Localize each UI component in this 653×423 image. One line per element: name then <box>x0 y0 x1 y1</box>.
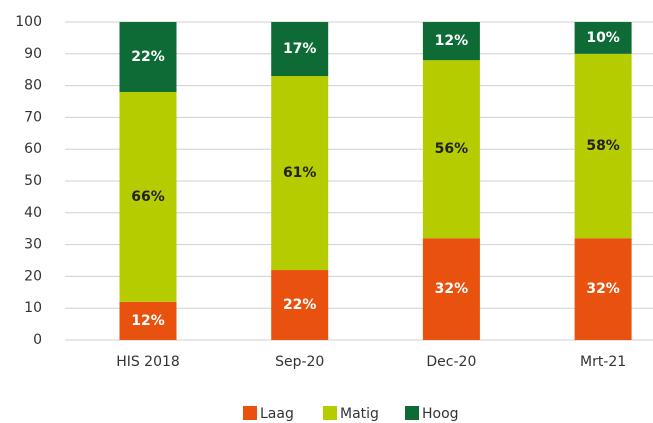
bar-segment <box>119 91 177 302</box>
data-label: 61% <box>283 165 317 181</box>
y-tick-label: 0 <box>33 332 42 348</box>
y-tick-label: 50 <box>24 173 42 189</box>
data-label: 10% <box>586 30 620 46</box>
bar-segment <box>119 22 177 92</box>
y-tick-label: 90 <box>24 46 42 62</box>
data-label: 56% <box>435 141 469 157</box>
data-label: 22% <box>283 297 317 313</box>
bar-segment <box>574 238 632 340</box>
bar-segment <box>271 22 329 77</box>
data-label: 32% <box>435 281 469 297</box>
bar-segment <box>119 301 177 340</box>
bar-segment <box>422 60 480 239</box>
data-label: 17% <box>283 41 317 57</box>
bar-segment <box>271 270 329 340</box>
legend-swatch <box>405 406 419 420</box>
data-label: 22% <box>131 49 165 65</box>
bar-segment <box>574 22 632 54</box>
y-tick-label: 40 <box>24 205 42 221</box>
legend-label: Hoog <box>422 406 459 422</box>
legend-label: Matig <box>340 406 379 422</box>
y-tick-label: 60 <box>24 141 42 157</box>
legend-swatch <box>243 406 257 420</box>
bar-segment <box>574 53 632 239</box>
legend-swatch <box>323 406 337 420</box>
bar-segment <box>271 76 329 271</box>
bar-segment <box>422 238 480 340</box>
data-label: 12% <box>131 313 165 329</box>
data-label: 12% <box>435 33 469 49</box>
y-tick-label: 80 <box>24 78 42 94</box>
data-label: 32% <box>586 281 620 297</box>
x-tick-label: HIS 2018 <box>116 354 180 370</box>
x-tick-label: Mrt-21 <box>580 354 626 370</box>
y-tick-label: 20 <box>24 268 42 284</box>
y-tick-label: 70 <box>24 109 42 125</box>
bar-segment <box>422 22 480 61</box>
data-label: 66% <box>131 189 165 205</box>
legend-label: Laag <box>260 406 294 422</box>
y-tick-label: 30 <box>24 237 42 253</box>
x-tick-label: Sep-20 <box>275 354 324 370</box>
y-tick-label: 10 <box>24 300 42 316</box>
data-label: 58% <box>586 138 620 154</box>
y-tick-label: 100 <box>15 14 42 30</box>
x-tick-label: Dec-20 <box>426 354 476 370</box>
